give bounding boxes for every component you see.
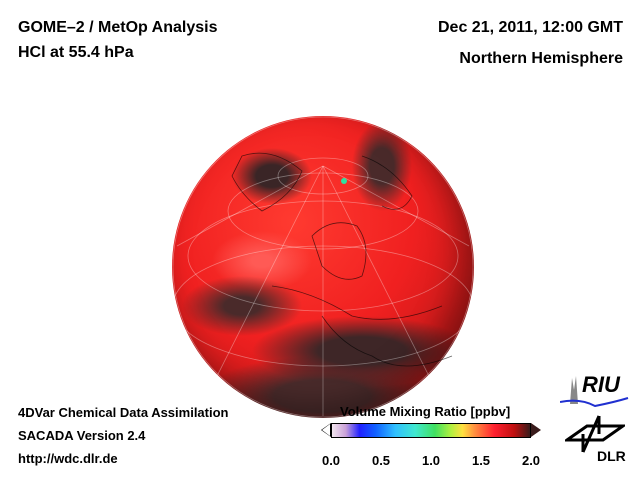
footer-line2: SACADA Version 2.4 [18,428,146,443]
dlr-cross-icon [562,415,628,453]
datetime: Dec 21, 2011, 12:00 GMT [438,19,623,36]
graticule [172,116,474,418]
riu-logo: RIU [559,372,630,408]
dlr-logo-text: DLR [597,448,626,464]
subtitle: HCl at 55.4 hPa [18,44,134,61]
colorbar [331,423,531,438]
footer-line1: 4DVar Chemical Data Assimilation [18,405,229,420]
colorbar-tick: 0.0 [321,453,341,468]
colorbar-max-arrow [531,423,541,437]
green-spot [341,178,347,184]
colorbar-min-arrow [321,423,331,437]
dlr-logo: DLR [562,414,628,464]
colorbar-tick: 0.5 [371,453,391,468]
footer-url[interactable]: http://wdc.dlr.de [18,451,118,466]
colorbar-tick: 2.0 [521,453,541,468]
colorbar-tick: 1.0 [421,453,441,468]
globe-map [172,116,474,418]
colorbar-title: Volume Mixing Ratio [ppbv] [340,404,511,419]
title: GOME–2 / MetOp Analysis [18,19,218,36]
riu-logo-text: RIU [582,372,620,397]
region: Northern Hemisphere [459,50,623,67]
colorbar-tick: 1.5 [471,453,491,468]
